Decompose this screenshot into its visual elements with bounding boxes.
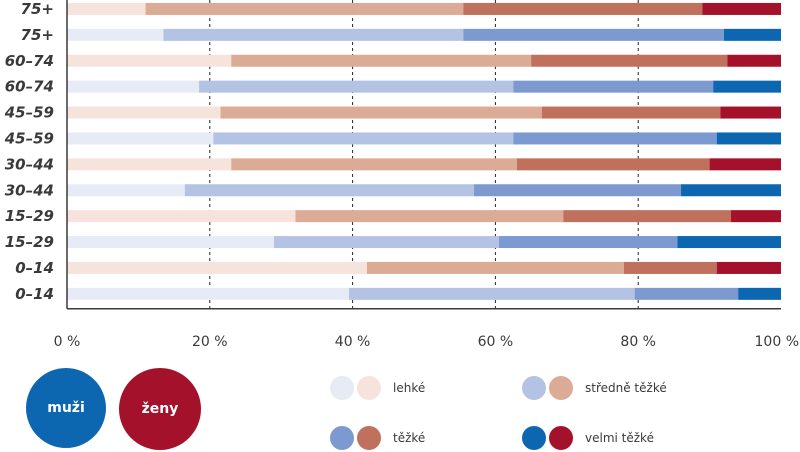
bar-zeny-stredne-tezke (231, 54, 532, 67)
bar-muzi-stredne-tezke (163, 28, 464, 41)
bar-zeny-tezke (541, 106, 721, 119)
bar-zeny-stredne-tezke (231, 158, 517, 171)
bar-muzi-stredne-tezke (274, 236, 499, 249)
legend-label-medium: středně těžké (585, 381, 667, 395)
bar-zeny-tezke (623, 261, 717, 274)
bar-zeny-velmi-tezke (702, 2, 781, 15)
bar-zeny-lehke (67, 106, 221, 119)
bar-muzi-lehke (67, 287, 350, 300)
x-tick-label: 0 % (54, 334, 81, 350)
y-tick-label: 75+ (21, 0, 54, 18)
legend-swatch-very-severe-women (549, 426, 573, 450)
x-tick-label: 40 % (335, 334, 371, 350)
bar-muzi-tezke (473, 184, 682, 197)
bar-muzi-stredne-tezke (184, 184, 474, 197)
legend-swatch-medium-men (522, 376, 546, 400)
bar-muzi-velmi-tezke (681, 184, 781, 197)
y-tick-label: 0–14 (15, 285, 54, 303)
bar-muzi-velmi-tezke (723, 28, 781, 41)
bar-zeny-lehke (67, 261, 367, 274)
women-circle: ženy (119, 368, 201, 450)
bar-muzi-lehke (67, 80, 200, 93)
axes (66, 0, 781, 310)
women-label: ženy (141, 401, 179, 417)
legend-label-severe: těžké (393, 431, 426, 445)
bar-zeny-velmi-tezke (720, 106, 781, 119)
y-tick-label: 15–29 (5, 233, 54, 251)
bar-zeny-velmi-tezke (709, 158, 781, 171)
bar-zeny-tezke (563, 210, 732, 223)
legend-label-light: lehké (393, 381, 426, 395)
bar-zeny-stredne-tezke (295, 210, 564, 223)
bar-muzi-tezke (498, 236, 678, 249)
bar-muzi-stredne-tezke (213, 132, 514, 145)
bar-muzi-lehke (67, 132, 214, 145)
bar-zeny-velmi-tezke (727, 54, 781, 67)
bar-muzi-tezke (463, 28, 724, 41)
legend-item-very-severe: velmi těžké (522, 426, 654, 450)
bar-muzi-tezke (513, 80, 714, 93)
bar-zeny-stredne-tezke (145, 2, 464, 15)
men-circle: muži (26, 368, 106, 448)
bar-zeny-tezke (463, 2, 703, 15)
bar-muzi-tezke (513, 132, 717, 145)
bar-zeny-velmi-tezke (716, 261, 781, 274)
x-tick-label: 100 % (755, 334, 799, 350)
bar-muzi-velmi-tezke (713, 80, 781, 93)
bar-muzi-lehke (67, 28, 164, 41)
legend-item-light: lehké (330, 376, 425, 400)
y-tick-label: 30–44 (5, 155, 54, 173)
legend-swatch-light-men (330, 376, 354, 400)
x-tick-label: 80 % (620, 334, 656, 350)
legend-swatch-light-women (357, 376, 381, 400)
bar-zeny-lehke (67, 54, 232, 67)
bar-muzi-tezke (634, 287, 739, 300)
bar-muzi-velmi-tezke (716, 132, 781, 145)
bar-zeny-lehke (67, 158, 232, 171)
y-tick-label: 45–59 (4, 129, 54, 147)
legend-item-medium: středně těžké (522, 376, 667, 400)
y-tick-label: 60–74 (5, 78, 54, 96)
legend-swatch-very-severe-men (522, 426, 546, 450)
bar-muzi-lehke (67, 184, 185, 197)
legend-item-severe: těžké (330, 426, 425, 450)
bar-muzi-lehke (67, 236, 275, 249)
bar-chart: 75+ 75+ 60–74 60–74 45–59 45–59 30–44 30–44 15–2… (4, 0, 799, 350)
bar-zeny-velmi-tezke (731, 210, 781, 223)
bar-zeny-lehke (67, 2, 146, 15)
x-axis-labels: 0 % 20 % 40 % 60 % 80 % 100 % (54, 334, 799, 350)
legend-swatch-severe-men (330, 426, 354, 450)
bar-muzi-velmi-tezke (677, 236, 781, 249)
bar-zeny-stredne-tezke (366, 261, 624, 274)
bar-zeny-tezke (516, 158, 710, 171)
legend-swatch-medium-women (549, 376, 573, 400)
bar-muzi-velmi-tezke (738, 287, 781, 300)
x-tick-label: 60 % (478, 334, 514, 350)
bar-muzi-stredne-tezke (199, 80, 514, 93)
men-label: muži (47, 400, 85, 416)
legend-label-very-severe: velmi těžké (585, 431, 654, 445)
y-tick-label: 0–14 (15, 259, 54, 277)
y-tick-label: 15–29 (5, 207, 54, 225)
y-tick-label: 30–44 (5, 181, 54, 199)
y-tick-label: 45–59 (4, 104, 54, 122)
bar-muzi-stredne-tezke (349, 287, 635, 300)
legend-swatch-severe-women (357, 426, 381, 450)
y-tick-label: 60–74 (5, 52, 54, 70)
y-axis-labels: 75+ 75+ 60–74 60–74 45–59 45–59 30–44 30–44 15–2… (4, 0, 54, 303)
bar-zeny-tezke (531, 54, 728, 67)
y-tick-label: 75+ (21, 26, 54, 44)
bar-zeny-stredne-tezke (220, 106, 542, 119)
bars (67, 2, 781, 300)
bar-zeny-lehke (67, 210, 296, 223)
x-tick-label: 20 % (192, 334, 228, 350)
